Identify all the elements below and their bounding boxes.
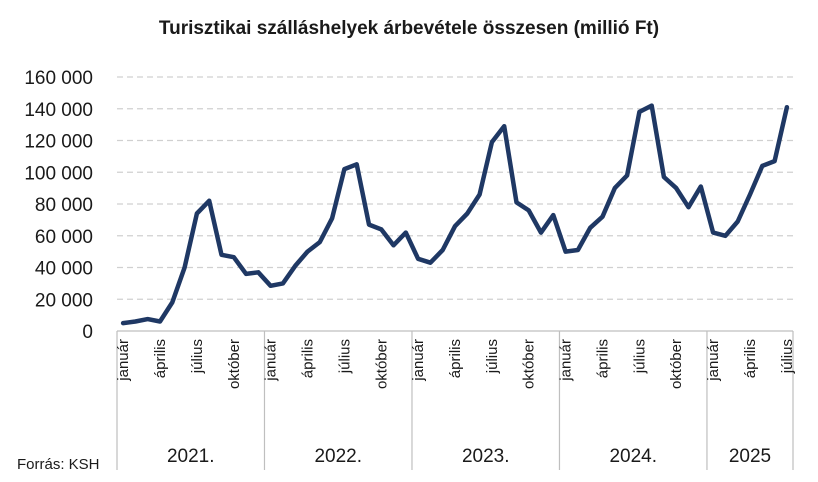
y-tick-label: 160 000 (24, 68, 93, 89)
x-tick-label: július (631, 339, 648, 374)
source-note: Forrás: KSH (17, 456, 100, 473)
year-label: 2025 (729, 446, 771, 467)
y-tick-label: 0 (82, 322, 93, 343)
y-tick-labels: 0 20 000 40 000 60 000 80 000 100 000 120 000 1… (24, 68, 93, 343)
x-tick-label: július (336, 339, 353, 374)
x-tick-label: október (226, 339, 243, 389)
y-tick-label: 80 000 (35, 195, 93, 216)
series-layer (120, 103, 790, 326)
x-tick-label: október (373, 339, 390, 389)
x-tick-label: január (558, 339, 575, 382)
x-tick-label: január (705, 339, 722, 382)
year-group-labels: 2021. 2022. 2023. 2024. 2025 (167, 446, 771, 467)
x-tick-label: január (263, 339, 280, 382)
x-tick-label: január (115, 339, 132, 382)
y-tick-label: 20 000 (35, 290, 93, 311)
year-label: 2022. (314, 446, 362, 467)
axes (116, 330, 794, 470)
y-tick-label: 60 000 (35, 227, 93, 248)
x-tick-label: április (447, 339, 464, 378)
x-tick-label: július (779, 339, 796, 374)
year-label: 2023. (462, 446, 510, 467)
chart-title: Turisztikai szálláshelyek árbevétele öss… (158, 18, 660, 39)
y-tick-label: 140 000 (24, 100, 93, 121)
x-tick-label: április (152, 339, 169, 378)
x-tick-label: október (668, 339, 685, 389)
y-tick-label: 40 000 (35, 259, 93, 280)
x-tick-label: április (594, 339, 611, 378)
year-label: 2024. (609, 446, 657, 467)
x-tick-label: január (410, 339, 427, 382)
x-tick-label: április (742, 339, 759, 378)
series-line (120, 103, 790, 326)
y-tick-label: 120 000 (24, 132, 93, 153)
x-tick-label: október (521, 339, 538, 389)
x-tick-labels: január április július október január április j… (115, 339, 796, 389)
y-tick-label: 100 000 (24, 163, 93, 184)
x-tick-label: április (300, 339, 317, 378)
gridlines (117, 76, 793, 300)
x-tick-label: július (484, 339, 501, 374)
year-label: 2021. (167, 446, 215, 467)
x-tick-label: július (189, 339, 206, 374)
